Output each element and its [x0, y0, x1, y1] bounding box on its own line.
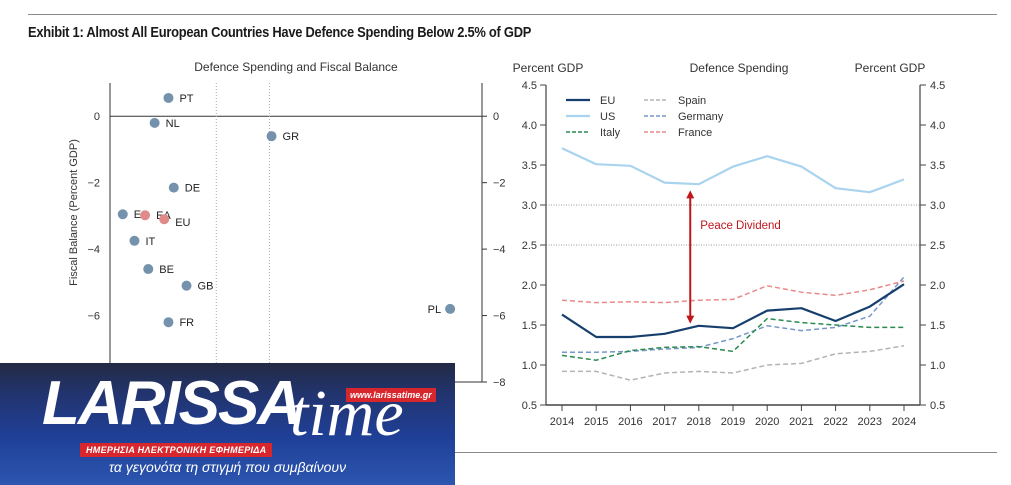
legend-label-france: France — [678, 127, 712, 139]
point-label-be: BE — [159, 264, 174, 276]
annotation-arrowhead-down — [686, 315, 695, 324]
left-ytick-label: 1.5 — [522, 320, 537, 332]
annotation-label: Peace Dividend — [700, 220, 781, 232]
left-ytick-label: 2.5 — [522, 240, 537, 252]
scatter-point-es — [117, 209, 128, 220]
logo-subtitle: ΗΜΕΡΗΣΙΑ ΗΛΕΚΤΡΟΝΙΚΗ ΕΦΗΜΕΡΙΔΑ — [80, 443, 273, 457]
larissatime-logo[interactable]: LARISSA time www.larissatime.gr ΗΜΕΡΗΣΙΑ… — [0, 363, 455, 485]
legend-label-germany: Germany — [678, 111, 724, 123]
right-ytick-label: −4 — [493, 244, 506, 256]
top-rule — [28, 14, 997, 15]
xtick-label-2023: 2023 — [858, 416, 882, 428]
right-ytick-label: 3.5 — [930, 160, 945, 172]
series-line-italy — [561, 317, 904, 361]
right-ytick-label: −8 — [493, 377, 506, 389]
scatter-point-eu — [159, 214, 170, 225]
point-label-pl: PL — [428, 304, 441, 316]
right-ytick-label: 0.5 — [930, 400, 945, 412]
xtick-label-2016: 2016 — [618, 416, 642, 428]
xtick-label-2017: 2017 — [652, 416, 676, 428]
point-label-nl: NL — [166, 118, 180, 130]
right-ytick-label: 2.5 — [930, 240, 945, 252]
scatter-point-nl — [149, 117, 160, 128]
scatter-point-pl — [445, 303, 456, 314]
scatter-point-it — [129, 235, 140, 246]
bottom-rule — [455, 452, 997, 453]
series-line-spain — [562, 345, 905, 381]
point-label-fr: FR — [179, 317, 194, 329]
series-line-france — [561, 280, 905, 304]
point-label-de: DE — [185, 183, 200, 195]
scatter-point-gb — [181, 280, 192, 291]
left-ytick-label: 0 — [94, 111, 100, 123]
xtick-label-2015: 2015 — [584, 416, 608, 428]
point-label-it: IT — [145, 236, 155, 248]
left-ytick-label: 4.5 — [522, 80, 537, 92]
left-ytick-label: −2 — [87, 178, 100, 190]
xtick-label-2022: 2022 — [823, 416, 847, 428]
scatter-point-fr — [163, 317, 174, 328]
point-label-gr: GR — [283, 131, 300, 143]
annotation-arrowhead-up — [686, 190, 695, 199]
left-axis-title: Percent GDP — [513, 61, 584, 75]
logo-tagline: τα γεγονότα τη στιγμή που συμβαίνουν — [108, 459, 347, 475]
scatter-chart: Defence Spending and Fiscal Balance 0 0 −2 −… — [68, 60, 506, 389]
left-ytick-label: 3.0 — [522, 200, 537, 212]
xtick-label-2024: 2024 — [892, 416, 916, 428]
xtick-label-2018: 2018 — [687, 416, 711, 428]
logo-name-main: LARISSA — [42, 369, 302, 438]
exhibit-title: Exhibit 1: Almost All European Countries… — [28, 24, 532, 41]
left-ytick-label: 2.0 — [522, 280, 537, 292]
point-label-eu: EU — [175, 217, 190, 229]
right-ytick-label: 4.5 — [930, 80, 945, 92]
left-ytick-label: 1.0 — [522, 360, 537, 372]
right-ytick-label: 2.0 — [930, 280, 945, 292]
xtick-label-2014: 2014 — [550, 416, 574, 428]
scatter-title: Defence Spending and Fiscal Balance — [194, 60, 398, 74]
point-label-pt: PT — [179, 93, 193, 105]
series-line-eu — [561, 283, 905, 339]
scatter-point-gr — [266, 131, 277, 142]
right-ytick-label: 1.0 — [930, 360, 945, 372]
series-line-us — [561, 147, 905, 194]
xtick-label-2020: 2020 — [755, 416, 779, 428]
legend-label-us: US — [600, 111, 615, 123]
left-ytick-label: −4 — [87, 244, 100, 256]
right-ytick-label: 4.0 — [930, 120, 945, 132]
legend-label-italy: Italy — [600, 127, 621, 139]
line-chart-title: Defence Spending — [690, 61, 789, 75]
legend-label-eu: EU — [600, 95, 615, 107]
right-ytick-label: 0 — [493, 111, 499, 123]
xtick-label-2021: 2021 — [789, 416, 813, 428]
left-ytick-label: 3.5 — [522, 160, 537, 172]
right-ytick-label: −6 — [493, 311, 506, 323]
series-line-germany — [562, 276, 905, 353]
xtick-label-2019: 2019 — [721, 416, 745, 428]
logo-url[interactable]: www.larissatime.gr — [346, 388, 436, 402]
left-ytick-label: −6 — [87, 311, 100, 323]
right-ytick-label: 3.0 — [930, 200, 945, 212]
scatter-point-de — [168, 182, 179, 193]
scatter-point-be — [143, 264, 154, 275]
y-axis-label: Fiscal Balance (Percent GDP) — [68, 139, 80, 286]
right-ytick-label: 1.5 — [930, 320, 945, 332]
legend-label-spain: Spain — [678, 95, 706, 107]
right-axis-title: Percent GDP — [855, 61, 926, 75]
line-chart: Percent GDP Defence Spending Percent GDP 0.… — [513, 61, 946, 428]
scatter-point-pt — [163, 92, 174, 103]
right-ytick-label: −2 — [493, 178, 506, 190]
left-ytick-label: 0.5 — [522, 400, 537, 412]
scatter-point-ea — [140, 210, 151, 221]
point-label-gb: GB — [198, 281, 214, 293]
left-ytick-label: 4.0 — [522, 120, 537, 132]
